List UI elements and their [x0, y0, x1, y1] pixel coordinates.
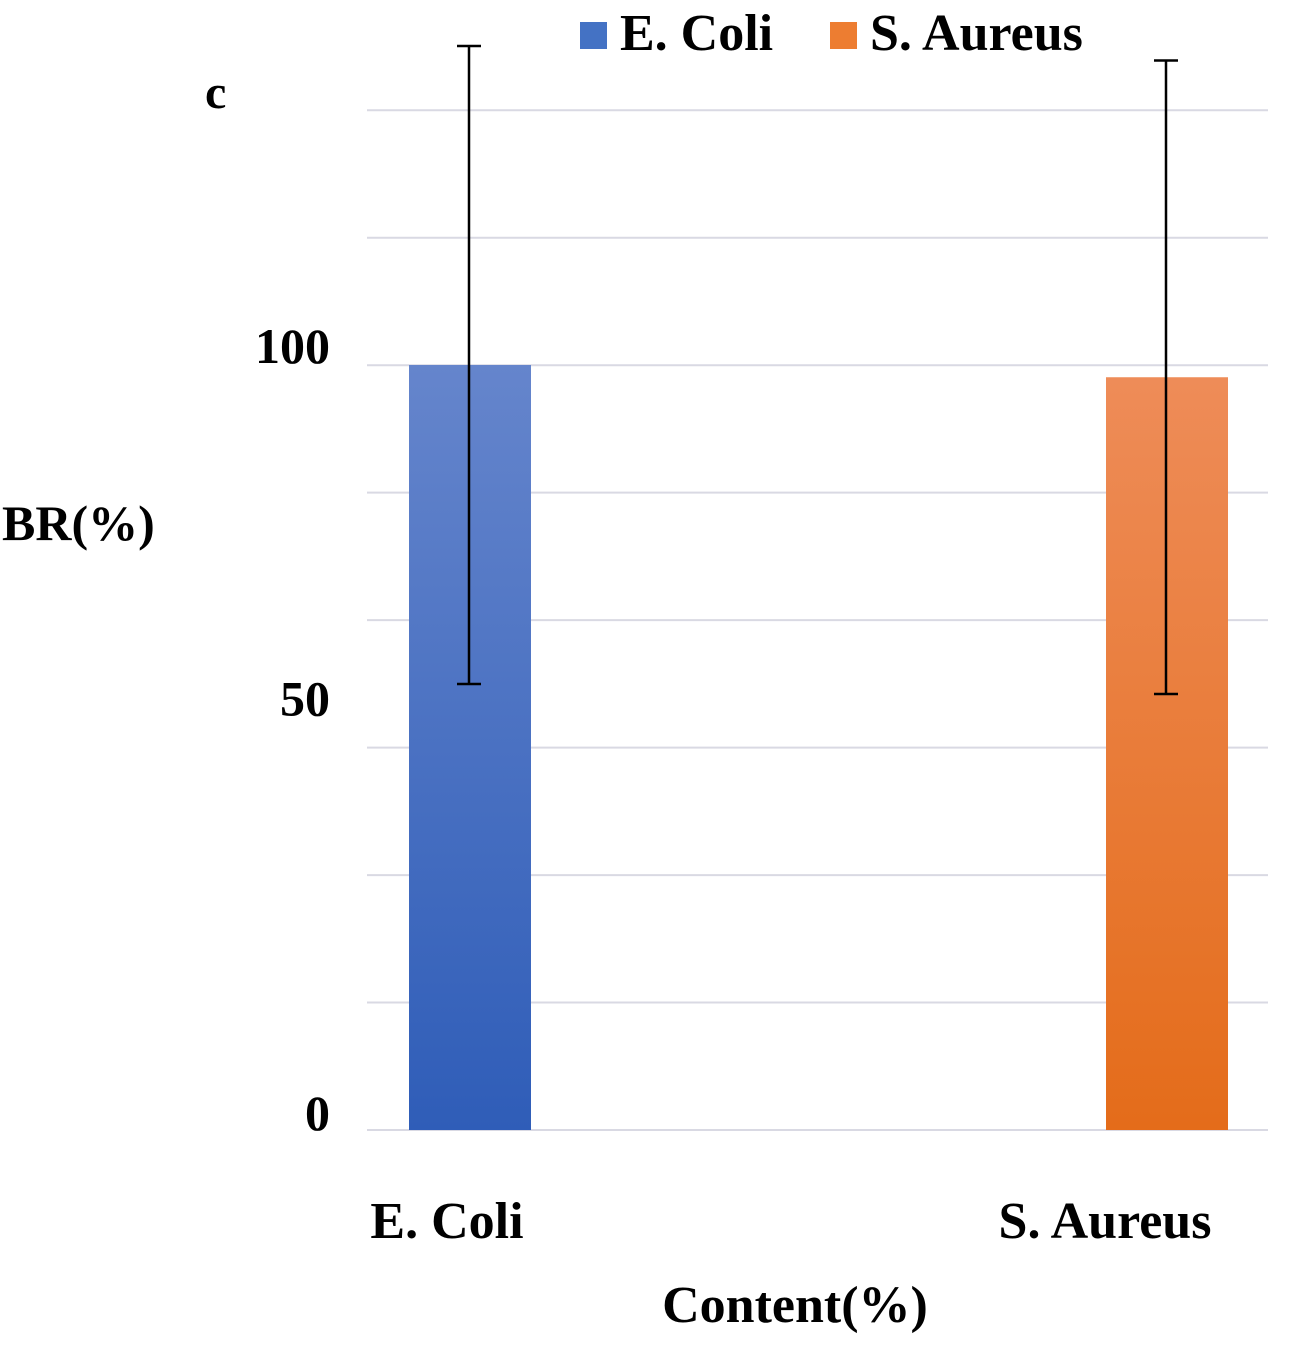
- legend-swatch: [830, 22, 857, 49]
- x-tick-label: S. Aureus: [999, 1193, 1212, 1250]
- y-tick-label: 0: [305, 1085, 330, 1141]
- legend-label: S. Aureus: [870, 5, 1083, 62]
- y-axis-label: BR(%): [2, 495, 155, 551]
- x-axis-label: Content(%): [662, 1277, 928, 1334]
- error-bars: [457, 44, 1178, 696]
- panel-label: c: [205, 66, 226, 119]
- legend: E. Coli S. Aureus: [580, 5, 1083, 62]
- y-tick-label: 100: [255, 318, 330, 374]
- x-tick-labels: E. Coli S. Aureus: [370, 1193, 1211, 1250]
- legend-swatch: [580, 22, 607, 49]
- x-tick-label: E. Coli: [370, 1193, 523, 1250]
- y-tick-label: 50: [280, 671, 330, 727]
- legend-label: E. Coli: [620, 5, 773, 62]
- y-tick-labels: 0 50 100: [255, 318, 330, 1141]
